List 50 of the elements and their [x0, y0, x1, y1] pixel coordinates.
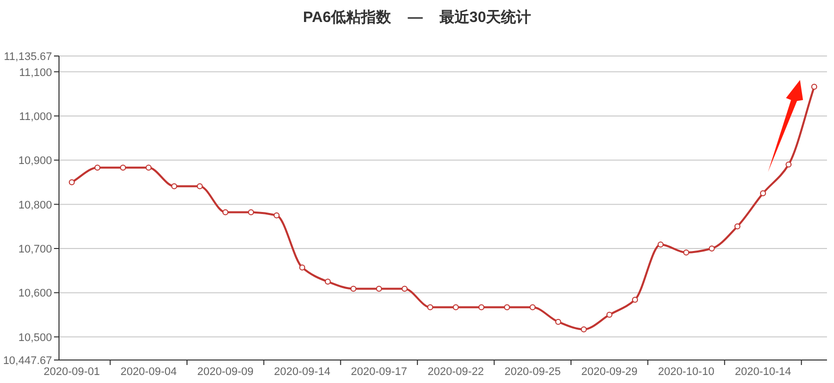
point: [504, 304, 510, 310]
point: [68, 179, 75, 186]
point: [760, 190, 766, 196]
y-tick-label: 11,100: [19, 66, 52, 79]
point: [324, 278, 331, 285]
point: [171, 183, 178, 190]
x-tick-label: 2020-09-17: [350, 366, 408, 378]
point: [94, 164, 100, 171]
y-tick-label: 10,900: [18, 155, 52, 168]
point: [350, 286, 356, 292]
point: [658, 242, 664, 248]
point: [530, 304, 536, 310]
point: [146, 164, 152, 171]
point: [299, 264, 306, 271]
point: [606, 312, 612, 318]
x-tick-label: 2020-09-25: [504, 366, 561, 378]
y-tick-label: 11,000: [19, 110, 52, 123]
point: [402, 286, 408, 292]
y-tick-label: 10,800: [18, 199, 52, 212]
point: [478, 304, 484, 310]
point: [196, 183, 203, 190]
point: [452, 304, 459, 310]
point: [786, 162, 792, 168]
x-tick-label: 2020-09-29: [581, 366, 638, 378]
point: [120, 164, 126, 171]
y-tick-label: 10,600: [18, 288, 52, 300]
point: [427, 304, 434, 310]
x-tick-label: 2020-09-01: [44, 366, 100, 378]
point: [734, 223, 740, 230]
x-tick-label: 2020-10-10: [658, 366, 714, 378]
y-tick-label: 11,135.67: [4, 51, 52, 63]
point: [222, 209, 228, 216]
point: [580, 326, 587, 332]
point: [811, 84, 818, 90]
y-tick-label: 10,500: [18, 332, 52, 344]
y-tick-label: 10,447.67: [3, 355, 52, 367]
point: [274, 212, 280, 218]
point: [376, 286, 382, 292]
point: [683, 249, 690, 256]
chart-title: PA6低粘指数 — 最近30天统计: [302, 9, 532, 26]
point: [248, 209, 254, 216]
point: [555, 318, 562, 325]
y-tick-label: 10,700: [18, 244, 52, 256]
x-tick-label: 2020-09-22: [428, 366, 484, 378]
x-tick-label: 2020-09-14: [274, 366, 330, 378]
x-tick-label: 2020-09-04: [120, 366, 177, 378]
x-tick-label: 2020-09-09: [197, 366, 254, 378]
point: [632, 296, 638, 303]
x-tick-label: 2020-10-14: [734, 366, 792, 378]
point: [708, 246, 715, 252]
